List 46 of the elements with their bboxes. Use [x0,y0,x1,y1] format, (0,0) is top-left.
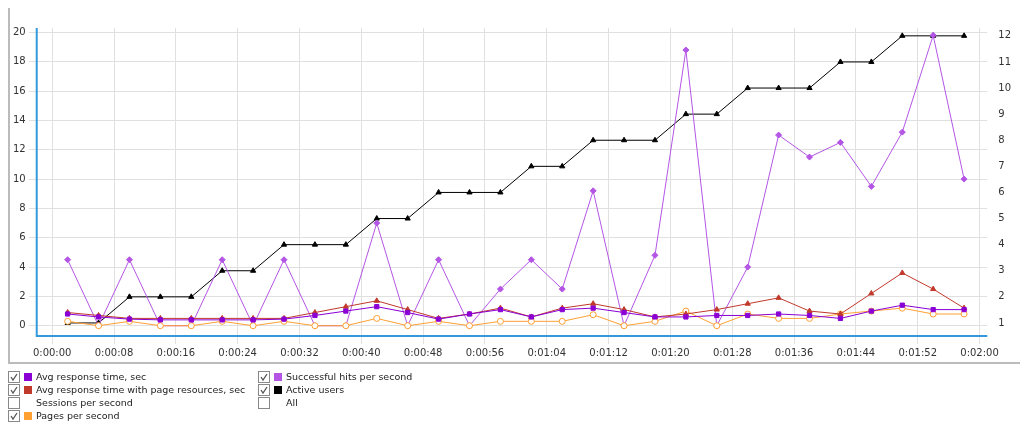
legend-label: Successful hits per second [286,371,413,382]
y2-tick-label: 6 [998,186,1005,198]
y-tick-label: 20 [12,25,26,37]
legend-label: Avg response time, sec [36,371,147,382]
y-tick-label: 0 [19,319,26,331]
x-tick-label: 0:00:40 [342,346,381,358]
x-tick-label: 0:01:20 [651,346,690,358]
y2-tick-label: 5 [998,212,1005,224]
y-tick-label: 8 [19,201,26,213]
x-tick-label: 0:00:32 [280,346,319,358]
y-tick-label: 4 [19,260,26,272]
x-tick-label: 0:00:08 [94,346,134,358]
y-tick-label: 2 [19,289,26,301]
y-tick-label: 12 [12,143,26,155]
x-tick-label: 0:01:52 [898,346,937,358]
y-tick-label: 6 [19,231,26,243]
x-tick-label: 0:01:36 [774,346,814,358]
x-tick-label: 0:01:44 [836,346,876,358]
y2-tick-label: 8 [998,133,1005,145]
y-tick-label: 16 [12,84,26,96]
x-tick-label: 0:01:28 [712,346,752,358]
legend-label: Avg response time with page resources, sec [36,384,246,395]
y2-tick-label: 3 [998,264,1005,276]
legend-label: Pages per second [36,410,120,421]
y-tick-label: 18 [12,55,26,67]
y2-tick-label: 1 [998,316,1005,328]
x-tick-label: 0:00:00 [32,346,72,358]
y2-tick-label: 12 [998,29,1012,41]
y-tick-label: 10 [12,172,26,184]
y2-tick-label: 2 [998,290,1005,302]
x-tick-label: 0:00:56 [465,346,505,358]
y2-tick-label: 10 [998,81,1012,93]
y2-tick-label: 11 [998,55,1012,67]
y2-tick-label: 9 [998,107,1005,119]
x-tick-label: 0:00:24 [218,346,257,358]
text: Sessions per second [36,397,133,408]
x-tick-label: 0:01:12 [589,346,628,358]
x-tick-label: 0:01:04 [527,346,567,358]
x-tick-label: 0:02:00 [960,346,999,358]
x-tick-label: 0:00:48 [403,346,443,358]
legend-label: Active users [286,384,345,395]
y2-tick-label: 4 [998,238,1005,250]
text: All [286,397,298,408]
y-tick-label: 14 [12,113,26,125]
y2-tick-label: 7 [998,159,1005,171]
x-tick-label: 0:00:16 [156,346,196,358]
